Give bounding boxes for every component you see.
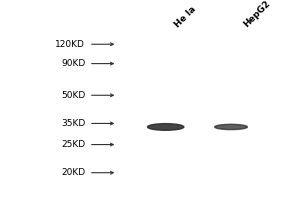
Text: 90KD: 90KD — [61, 59, 85, 68]
Ellipse shape — [215, 124, 247, 130]
Text: 35KD: 35KD — [61, 119, 85, 128]
Text: He la: He la — [173, 4, 198, 29]
Text: HepG2: HepG2 — [242, 0, 272, 29]
Text: 120KD: 120KD — [56, 40, 85, 49]
Text: 25KD: 25KD — [61, 140, 85, 149]
Text: 20KD: 20KD — [61, 168, 85, 177]
Ellipse shape — [148, 124, 184, 130]
Text: 50KD: 50KD — [61, 91, 85, 100]
